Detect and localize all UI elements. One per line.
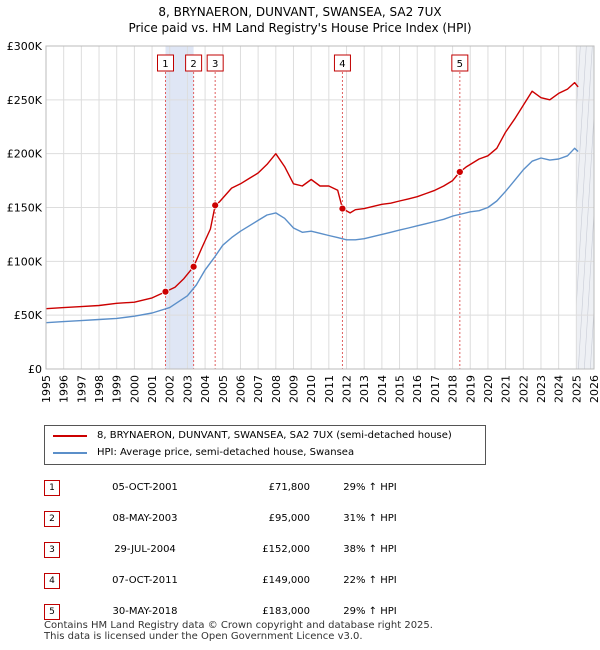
y-tick-label: £300K [7,40,43,53]
x-tick-label: 2026 [588,375,600,403]
x-tick-label: 1997 [75,375,88,403]
footer-copyright: Contains HM Land Registry data © Crown c… [44,620,433,631]
sale-point [455,168,464,176]
sale-label-box [206,54,224,72]
x-tick-label: 2001 [146,375,159,403]
sale-label-box [156,54,174,72]
sale-hpi: 31% ↑ HPI [343,513,397,524]
table-row: 2 08-MAY-2003 £95,000 31% ↑ HPI [44,503,430,534]
chart-title: 8, BRYNAERON, DUNVANT, SWANSEA, SA2 7UX [158,5,442,19]
x-tick-label: 1999 [111,375,124,403]
x-tick-label: 2025 [570,375,583,403]
projection-hatch [596,46,600,369]
x-tick-label: 2019 [464,375,477,403]
x-tick-label: 2018 [447,375,460,403]
legend-swatch-hpi [53,452,87,454]
y-tick-label: £50K [14,309,43,322]
chart-legend: 8, BRYNAERON, DUNVANT, SWANSEA, SA2 7UX … [44,425,486,465]
sale-number: 5 [44,603,60,620]
x-tick-label: 2022 [517,375,530,403]
sale-date: 29-JUL-2004 [114,544,176,555]
footer-licence: This data is licensed under the Open Gov… [44,631,363,642]
sale-number: 3 [44,541,60,558]
sale-price: £95,000 [268,513,310,524]
table-row: 3 29-JUL-2004 £152,000 38% ↑ HPI [44,534,430,565]
sale-label-box [451,54,469,72]
sale-hpi: 29% ↑ HPI [343,606,397,617]
sale-price: £152,000 [262,544,310,555]
y-tick-label: £200K [7,148,43,161]
legend-item-property: 8, BRYNAERON, DUNVANT, SWANSEA, SA2 7UX … [53,428,452,444]
y-tick-label: £100K [7,255,43,268]
plot-frame [45,45,595,370]
sale-number: 1 [44,479,60,496]
x-tick-label: 1995 [40,375,53,403]
chart-subtitle: Price paid vs. HM Land Registry's House … [128,21,472,35]
price-chart: 1 2 3 4 5 £0 £50K £100K £150K £200K £250K £300K 1995… [7,40,600,403]
table-row: 4 07-OCT-2011 £149,000 22% ↑ HPI [44,565,430,596]
x-tick-label: 2002 [164,375,177,403]
x-tick-label: 2008 [270,375,283,403]
sale-point [161,287,170,296]
x-tick-label: 1998 [93,375,106,403]
sale-label-box [185,54,203,72]
sale-price: £149,000 [262,575,310,586]
y-tick-label: £150K [7,202,43,215]
sale-date: 07-OCT-2011 [112,575,178,586]
x-tick-label: 1996 [58,375,71,403]
sale-hpi: 38% ↑ HPI [343,544,397,555]
x-tick-label: 2000 [128,375,141,403]
sale-price: £71,800 [268,482,310,493]
x-tick-label: 2014 [376,375,389,403]
x-tick-label: 2016 [411,375,424,403]
table-row: 5 30-MAY-2018 £183,000 29% ↑ HPI [44,596,430,627]
sale-date: 05-OCT-2001 [112,482,178,493]
sale-price: £183,000 [262,606,310,617]
sales-table: 1 05-OCT-2001 £71,800 29% ↑ HPI 2 08-MAY… [44,472,430,627]
sale-label: 1 [162,59,168,70]
sale-hpi: 22% ↑ HPI [343,575,397,586]
x-tick-label: 2007 [252,375,265,403]
sale-date: 08-MAY-2003 [112,513,178,524]
legend-item-hpi: HPI: Average price, semi-detached house,… [53,445,354,461]
sale-hpi: 29% ↑ HPI [343,482,397,493]
sale-label: 5 [457,59,463,70]
sale-point [211,201,220,210]
footer: Contains HM Land Registry data © Crown c… [44,620,433,642]
y-tick-label: £250K [7,94,43,107]
x-tick-label: 2006 [234,375,247,403]
sale-label: 4 [339,59,345,70]
chart-title-block: 8, BRYNAERON, DUNVANT, SWANSEA, SA2 7UX … [0,4,600,36]
sale-point [338,204,347,213]
sale-label-box [333,54,351,72]
sale-date: 30-MAY-2018 [112,606,178,617]
x-tick-label: 2010 [305,375,318,403]
legend-swatch-property [53,435,87,437]
x-tick-label: 2020 [482,375,495,403]
x-tick-label: 2021 [500,375,513,403]
hpi-line [46,147,579,324]
x-tick-label: 2003 [181,375,194,403]
x-tick-label: 2009 [287,375,300,403]
x-tick-label: 2012 [341,375,354,403]
y-tick-label: £0 [28,363,42,376]
legend-label-hpi: HPI: Average price, semi-detached house,… [97,447,355,458]
x-tick-label: 2013 [358,375,371,403]
x-tick-label: 2017 [429,375,442,403]
x-tick-label: 2023 [535,375,548,403]
x-tick-label: 2015 [394,375,407,403]
sale-number: 4 [44,572,60,589]
sale-label: 3 [212,59,218,70]
sale-number: 2 [44,510,60,527]
x-tick-label: 2005 [217,375,230,403]
x-tick-label: 2024 [553,375,566,403]
x-tick-label: 2011 [323,375,336,403]
legend-label-property: 8, BRYNAERON, DUNVANT, SWANSEA, SA2 7UX … [97,430,452,441]
x-tick-label: 2004 [199,375,212,403]
sale-point [189,262,198,271]
table-row: 1 05-OCT-2001 £71,800 29% ↑ HPI [44,472,430,503]
sale-label: 2 [190,59,196,70]
